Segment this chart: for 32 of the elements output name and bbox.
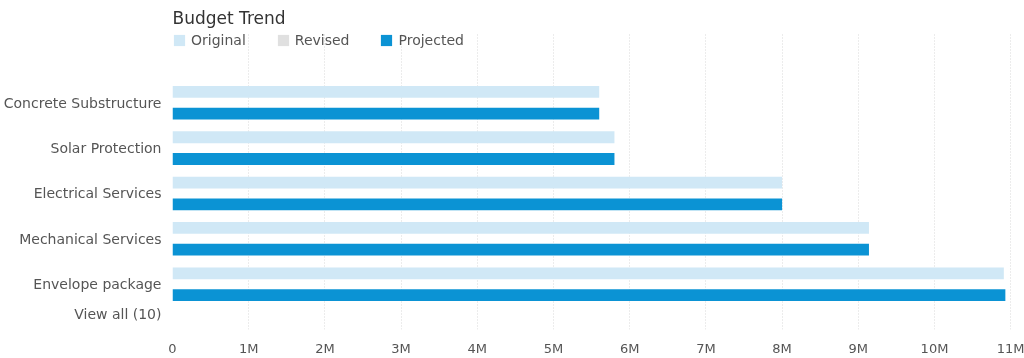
x-tick-label: 8M: [772, 340, 792, 356]
x-tick-label: 5M: [543, 340, 564, 356]
x-tick-label: 7M: [696, 340, 716, 356]
bar: [172, 267, 1004, 280]
y-tick-label: Solar Protection: [50, 140, 162, 157]
x-tick-label: 3M: [391, 340, 411, 356]
bar: [172, 153, 615, 165]
x-tick-label: 0: [168, 340, 177, 356]
bar: [172, 176, 783, 189]
text: View all (10): [74, 305, 162, 322]
chart-title: Budget Trend: [172, 7, 286, 28]
y-tick-label: Mechanical Services: [19, 230, 162, 247]
bar: [172, 198, 783, 211]
x-tick-label: 9M: [848, 340, 869, 356]
legend-label: Original: [191, 32, 246, 48]
legend-label: Revised: [294, 32, 350, 48]
x-tick-label: 4M: [467, 340, 488, 356]
bar: [172, 289, 1006, 301]
x-tick-label: 6M: [619, 340, 640, 356]
y-tick-label: Envelope package: [33, 276, 162, 293]
bar: [172, 243, 869, 256]
bar: [172, 86, 600, 98]
bar: [172, 131, 615, 144]
x-tick-label: 1M: [238, 340, 259, 356]
y-tick-label: Electrical Services: [33, 185, 162, 202]
x-tick-label: 2M: [315, 340, 335, 356]
bar: [172, 222, 869, 234]
legend-label: Projected: [398, 32, 464, 48]
y-tick-label: Concrete Substructure: [3, 94, 162, 111]
x-tick-label: 11M: [996, 340, 1024, 356]
bar: [172, 107, 600, 120]
x-tick-label: 10M: [920, 340, 949, 356]
